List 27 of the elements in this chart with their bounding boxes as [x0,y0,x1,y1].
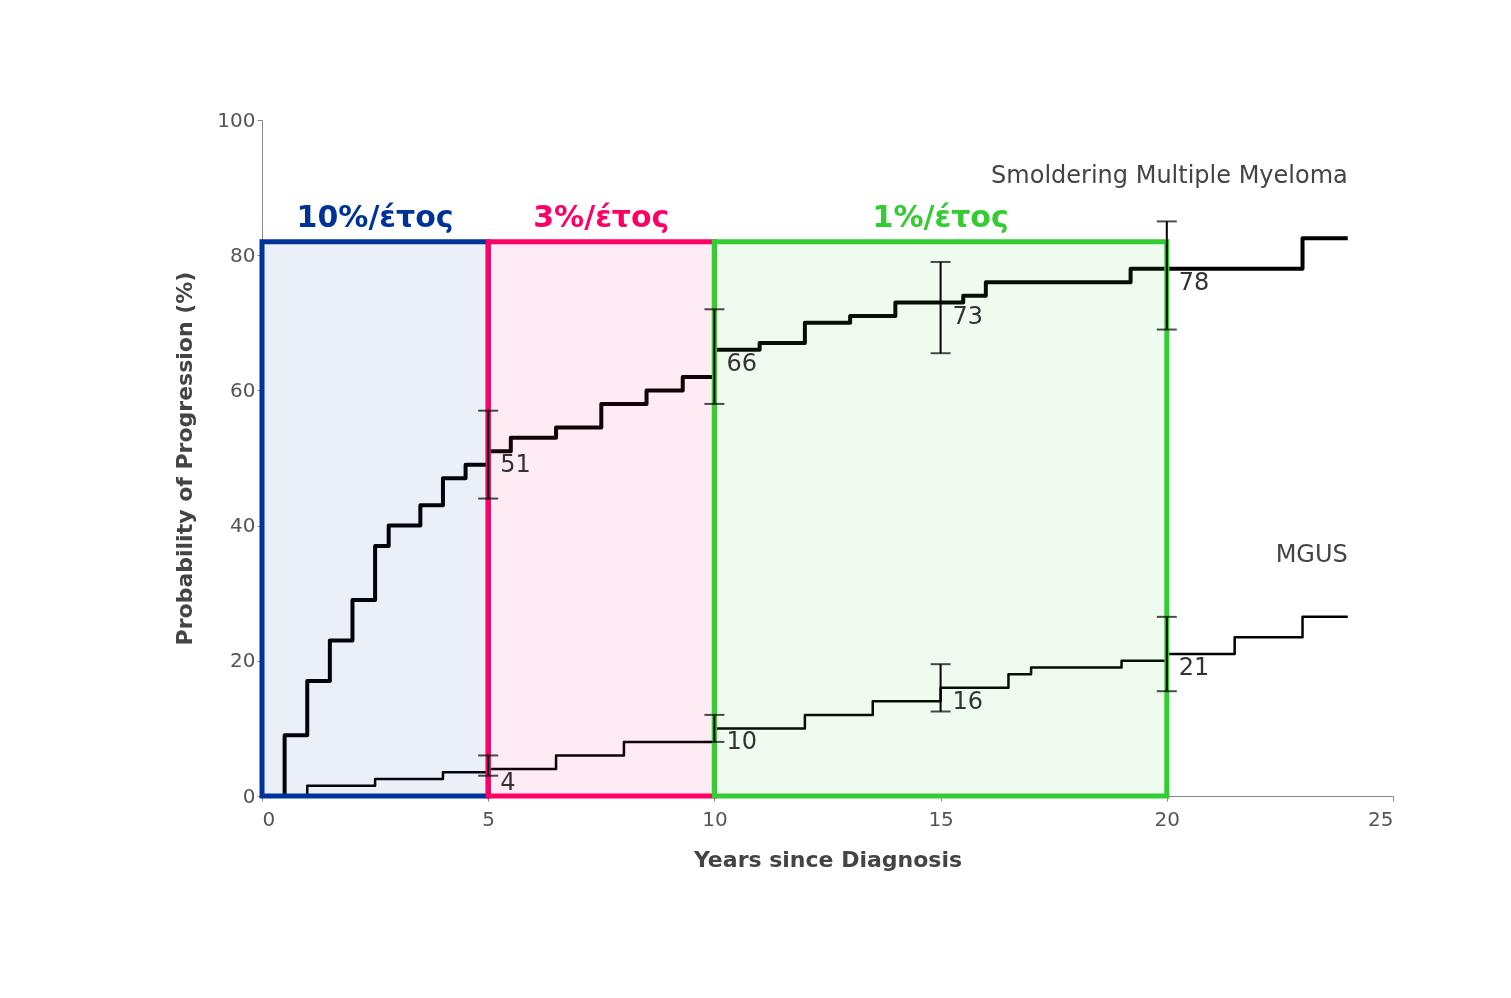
x-axis-title: Years since Diagnosis [692,846,963,872]
data-label: 10 [726,727,757,756]
text: MGUS [1275,539,1348,568]
data-label: 4 [500,767,516,796]
y-tick-label: 60 [230,377,256,402]
band-label: 1%/έτος [872,198,1009,234]
x-tick-label: 10 [702,806,728,831]
y-tick-label: 80 [230,242,256,267]
y-axis-title: Probability of Progression (%) [172,271,198,646]
y-tick-label: 40 [230,513,256,538]
x-tick-label: 5 [482,806,496,831]
data-label: 73 [952,301,984,330]
y-tick-label: 100 [217,107,256,132]
data-label: 51 [500,450,531,479]
y-tick-label: 20 [230,648,256,673]
data-label: 78 [1178,267,1210,296]
x-tick-label: 15 [928,806,954,831]
x-tick-label: 25 [1368,806,1394,831]
y-tick-label: 0 [242,783,256,808]
x-tick-label: 20 [1154,806,1181,831]
data-label: 21 [1178,653,1210,682]
data-label: 66 [726,348,757,377]
band-label: 3%/έτος [533,198,670,234]
text: Smoldering Multiple Myeloma [991,161,1348,190]
band-label: 10%/έτος [296,198,454,234]
x-tick-label: 0 [262,806,276,831]
data-label: 16 [952,686,984,715]
